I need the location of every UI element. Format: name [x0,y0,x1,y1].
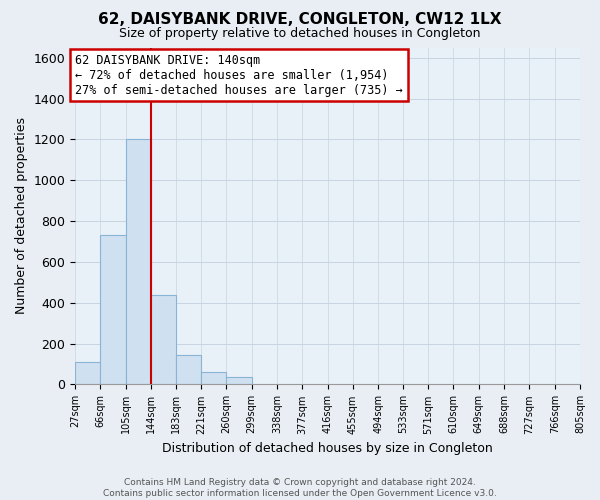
Bar [151,294,176,384]
Y-axis label: Number of detached properties: Number of detached properties [15,118,28,314]
Bar [126,140,151,384]
Text: Size of property relative to detached houses in Congleton: Size of property relative to detached ho… [119,28,481,40]
Bar [75,362,100,384]
Text: Contains HM Land Registry data © Crown copyright and database right 2024.
Contai: Contains HM Land Registry data © Crown c… [103,478,497,498]
Bar [100,236,126,384]
X-axis label: Distribution of detached houses by size in Congleton: Distribution of detached houses by size … [162,442,493,455]
Bar [201,372,226,384]
Bar [176,355,201,384]
Text: 62, DAISYBANK DRIVE, CONGLETON, CW12 1LX: 62, DAISYBANK DRIVE, CONGLETON, CW12 1LX [98,12,502,28]
Bar [226,378,251,384]
Text: 62 DAISYBANK DRIVE: 140sqm
← 72% of detached houses are smaller (1,954)
27% of s: 62 DAISYBANK DRIVE: 140sqm ← 72% of deta… [75,54,403,96]
